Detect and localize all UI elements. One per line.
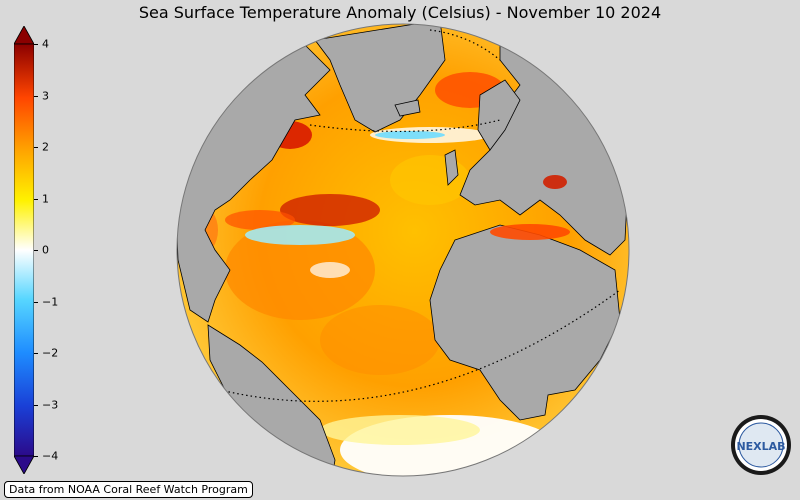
colorbar-tick-mark (34, 404, 38, 406)
colorbar-tick-label: 4 (42, 37, 49, 51)
colorbar-tick-label: 2 (42, 140, 49, 154)
africa (429, 224, 621, 421)
colorbar-tick-mark (34, 95, 38, 97)
globe (177, 24, 629, 476)
colorbar-tick-mark (34, 301, 38, 303)
colorbar-tick-label: −2 (42, 346, 59, 360)
colorbar-tick-mark (34, 456, 38, 457)
map-title: Sea Surface Temperature Anomaly (Celsius… (138, 3, 662, 22)
colorbar-tick-label: 0 (42, 243, 49, 257)
colorbar-tick-mark (34, 44, 38, 45)
colorbar-tick-mark (34, 198, 38, 200)
colorbar-tick-mark (34, 353, 38, 354)
data-credit: Data from NOAA Coral Reef Watch Program (4, 481, 253, 498)
colorbar-tick-mark (34, 147, 38, 148)
colorbar-bottom-arrow (14, 455, 34, 474)
iceland (394, 99, 421, 117)
british-isles (444, 149, 459, 186)
colorbar-tick-mark (34, 250, 38, 251)
colorbar-tick-label: −4 (42, 449, 59, 463)
colorbar (14, 26, 34, 474)
scandinavia (477, 79, 521, 151)
colorbar-tick-label: −3 (42, 398, 59, 411)
colorbar-tick-label: 3 (42, 89, 49, 102)
colorbar-tick-label: 1 (42, 192, 49, 205)
colorbar-tick-label: −1 (42, 295, 59, 308)
nexlab-logo: NEXLAB (731, 415, 791, 475)
svg-text:NEXLAB: NEXLAB (736, 440, 785, 453)
